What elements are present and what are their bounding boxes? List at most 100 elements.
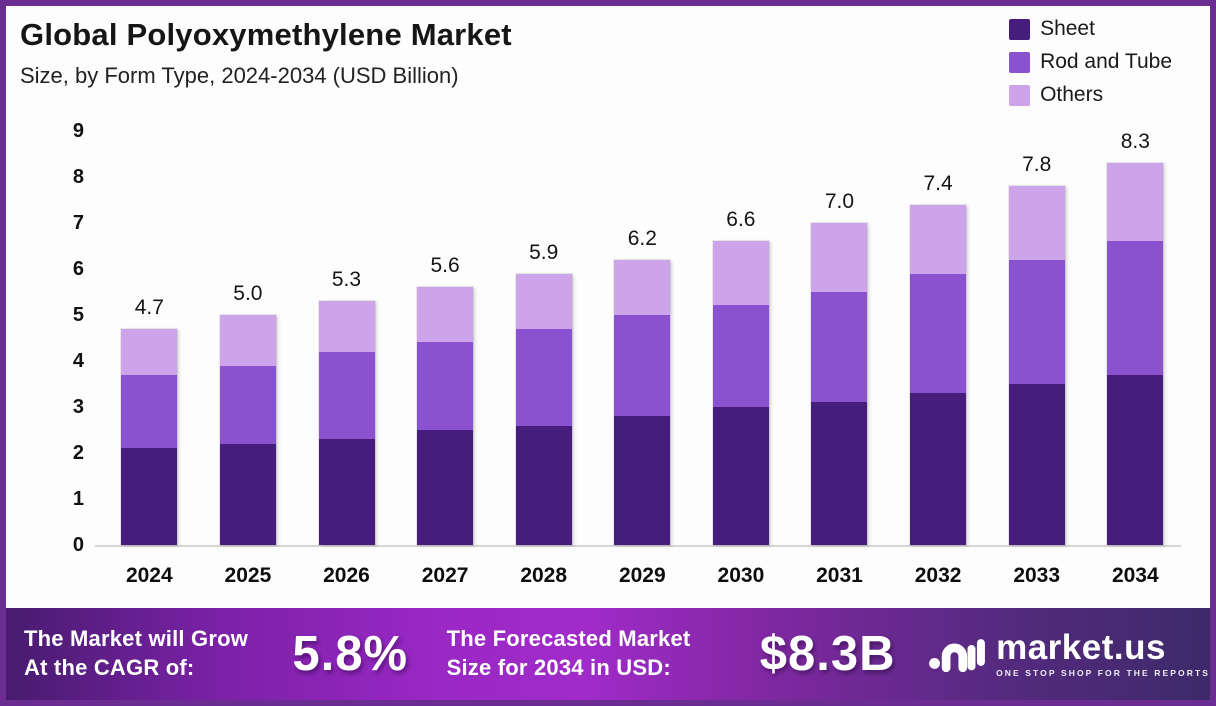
bar-segment-others	[319, 301, 375, 352]
bar-group-2034	[1107, 163, 1163, 545]
legend-label: Sheet	[1040, 17, 1095, 40]
legend-swatch-rod-and-tube	[1009, 51, 1031, 73]
x-tick-label: 2031	[816, 564, 863, 587]
bar-group-2025	[220, 315, 276, 545]
bar-segment-sheet	[121, 448, 177, 545]
forecast-label: The Forecasted Market Size for 2034 in U…	[447, 625, 760, 682]
bar-group-2027	[417, 287, 473, 545]
y-tick-label: 3	[72, 396, 84, 418]
bar-segment-rod-and-tube	[713, 305, 769, 407]
legend-label: Others	[1040, 83, 1104, 106]
bar-segment-sheet	[1009, 383, 1065, 545]
bar-total-label: 6.2	[627, 227, 657, 250]
bar-segment-sheet	[910, 393, 966, 545]
bar-segment-sheet	[417, 429, 473, 545]
chart-header: Global Polyoxymethylene Market Size, by …	[20, 16, 512, 89]
bar-segment-others	[516, 274, 572, 330]
x-tick-label: 2032	[914, 564, 962, 587]
stacked-bar-chart: 0 1 2 3 4 5 6 7 8 9 4.7 2024 5.0 2025 5.3 2026 5.6 2027 5.…	[6, 6, 1210, 608]
bar-total-label: 6.6	[726, 208, 756, 231]
forecast-value: $8.3B	[759, 627, 896, 681]
bar-total-label: 7.0	[824, 190, 855, 213]
chart-subtitle: Size, by Form Type, 2024-2034 (USD Billi…	[20, 62, 459, 88]
x-tick-label: 2034	[1111, 564, 1159, 587]
bar-segment-rod-and-tube	[614, 315, 670, 417]
x-tick-label: 2030	[717, 564, 765, 587]
x-tick-label: 2027	[421, 564, 469, 587]
cagr-value: 5.8%	[292, 627, 409, 681]
forecast-label-line2: Size for 2034 in USD:	[446, 655, 671, 680]
bar-segment-sheet	[1107, 374, 1163, 545]
cagr-label-line1: The Market will Grow	[24, 626, 249, 652]
y-tick-label: 1	[72, 488, 84, 510]
bar-group-2033	[1009, 186, 1065, 545]
bar-total-label: 4.7	[134, 296, 164, 319]
y-tick-label: 6	[72, 258, 84, 280]
cagr-label: The Market will Grow At the CAGR of:	[24, 625, 292, 682]
chart-title: Global Polyoxymethylene Market	[20, 17, 512, 52]
bar-group-2024	[121, 329, 177, 545]
bar-segment-sheet	[516, 425, 572, 545]
x-tick-label: 2033	[1013, 564, 1061, 587]
bar-segment-others	[811, 223, 867, 292]
bar-segment-sheet	[220, 443, 276, 545]
legend-label: Rod and Tube	[1040, 50, 1172, 73]
bar-segment-others	[121, 329, 177, 375]
y-tick-label: 0	[72, 534, 84, 556]
bar-segment-others	[417, 287, 473, 343]
bar-total-label: 5.6	[430, 254, 460, 277]
bar-segment-others	[220, 315, 276, 366]
legend-item-rod-and-tube: Rod and Tube	[1009, 50, 1172, 74]
bar-group-2026	[319, 301, 375, 545]
legend-swatch-others	[1009, 84, 1031, 106]
marketus-logo: market.us ONE STOP SHOP FOR THE REPORTS	[928, 629, 1210, 679]
y-tick-label: 8	[72, 166, 84, 188]
cagr-label-line2: At the CAGR of:	[24, 655, 195, 680]
bar-group-2032	[910, 205, 966, 545]
x-tick-label: 2026	[323, 564, 370, 587]
y-tick-label: 4	[72, 350, 84, 372]
legend-item-others: Others	[1009, 83, 1172, 107]
bar-segment-rod-and-tube	[1107, 241, 1163, 375]
bar-segment-others	[713, 241, 769, 306]
bar-segment-sheet	[319, 438, 375, 545]
y-tick-label: 9	[72, 120, 84, 142]
legend-swatch-sheet	[1009, 18, 1031, 40]
bar-segment-rod-and-tube	[417, 342, 473, 430]
bar-total-label: 7.4	[923, 172, 953, 195]
bar-group-2031	[811, 223, 867, 545]
y-tick-label: 2	[72, 442, 84, 464]
bar-group-2029	[614, 260, 670, 545]
bar-total-label: 8.3	[1120, 130, 1150, 153]
bar-total-label: 5.0	[233, 282, 263, 305]
bar-segment-rod-and-tube	[910, 273, 966, 394]
bar-segment-others	[1107, 163, 1163, 242]
bar-segment-others	[910, 205, 966, 274]
bar-total-label: 5.3	[331, 268, 362, 291]
bar-total-label: 7.8	[1022, 153, 1052, 176]
legend-item-sheet: Sheet	[1009, 17, 1172, 41]
logo-text: market.us	[996, 628, 1166, 667]
y-tick-label: 5	[72, 304, 84, 326]
bar-segment-sheet	[811, 402, 867, 545]
x-axis-line	[95, 545, 1181, 547]
bar-segment-sheet	[614, 416, 670, 545]
forecast-label-line1: The Forecasted Market	[446, 626, 691, 652]
y-tick-label: 7	[72, 212, 84, 234]
x-tick-label: 2028	[520, 564, 568, 587]
x-tick-label: 2029	[618, 564, 666, 587]
bar-segment-sheet	[713, 406, 769, 545]
bar-segment-others	[614, 260, 670, 316]
logo-tagline: ONE STOP SHOP FOR THE REPORTS	[996, 668, 1211, 678]
legend: Sheet Rod and Tube Others	[1009, 8, 1172, 116]
x-tick-label: 2024	[125, 564, 173, 587]
bar-segment-rod-and-tube	[1009, 259, 1065, 384]
bar-group-2030	[713, 241, 769, 545]
bar-group-2028	[516, 274, 572, 545]
bar-segment-rod-and-tube	[516, 329, 572, 426]
bar-segment-rod-and-tube	[220, 365, 276, 444]
footer-banner: The Market will Grow At the CAGR of: 5.8…	[6, 608, 1210, 700]
bar-segment-rod-and-tube	[319, 351, 375, 439]
bar-segment-others	[1009, 186, 1065, 260]
